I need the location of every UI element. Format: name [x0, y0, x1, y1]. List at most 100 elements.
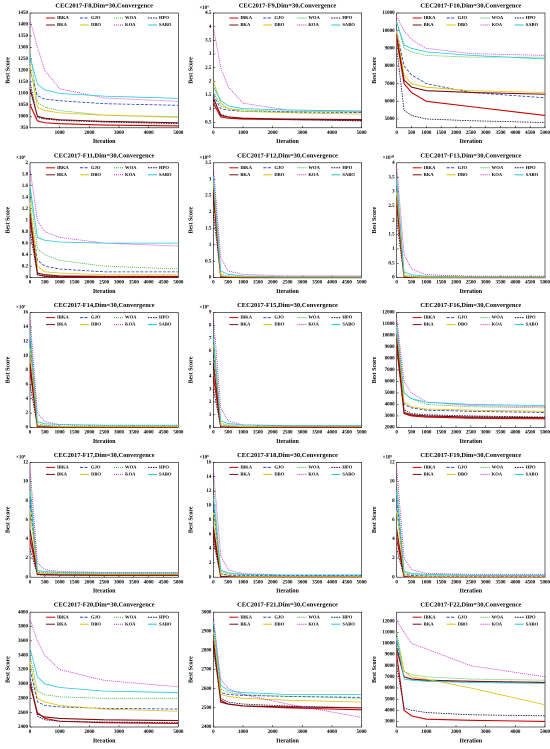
- plot-area: [29, 611, 179, 728]
- x-tick-label: 1000: [238, 281, 249, 286]
- y-tick-label: 3400: [18, 653, 29, 658]
- plot-area: [29, 312, 179, 428]
- legend-label: WOA: [492, 315, 504, 320]
- x-tick-label: 1000: [55, 131, 66, 136]
- plot-area: [213, 12, 362, 129]
- y-axis-label: Best Score: [372, 506, 378, 533]
- x-tick-label: 1000: [421, 281, 432, 286]
- series-line: [212, 94, 362, 113]
- plot-area: [29, 162, 179, 278]
- legend-label: WOA: [308, 15, 320, 20]
- legend-label: KOA: [492, 322, 503, 327]
- legend-label: DBO: [274, 22, 284, 27]
- y-multiplier: ×10⁴: [16, 155, 26, 161]
- legend-label: BKA: [240, 322, 251, 327]
- x-tick-label: 3000: [114, 730, 125, 735]
- x-tick-label: 3500: [312, 281, 323, 286]
- x-tick-label: 4500: [342, 281, 353, 286]
- x-tick-label: 1500: [253, 281, 264, 286]
- legend-label: KOA: [125, 172, 136, 177]
- x-tick-label: 2000: [451, 431, 462, 436]
- x-tick-label: 4500: [159, 580, 170, 585]
- legend-label: HPO: [342, 15, 352, 20]
- series-line: [212, 26, 362, 112]
- y-tick-label: 8: [392, 499, 395, 504]
- x-tick-label: 1500: [436, 131, 447, 136]
- x-tick-label: 2500: [99, 580, 110, 585]
- y-tick-label: 3200: [18, 668, 29, 673]
- series-line: [29, 683, 179, 722]
- series-line: [396, 318, 546, 408]
- x-tick-label: 0: [395, 131, 398, 136]
- y-tick-label: 1.5: [205, 93, 212, 98]
- series-line: [396, 324, 546, 409]
- x-tick-label: 5000: [357, 131, 368, 136]
- x-tick-label: 5000: [357, 431, 368, 436]
- plot-area: [29, 12, 179, 129]
- y-tick-label: 5: [209, 362, 212, 367]
- y-axis-label: Best Score: [372, 356, 378, 383]
- x-tick-label: 2000: [268, 580, 279, 585]
- y-tick-label: 12: [23, 339, 29, 344]
- legend-label: WOA: [125, 614, 137, 619]
- y-tick-label: 10: [23, 354, 29, 359]
- y-tick-label: 2900: [201, 629, 212, 634]
- y-tick-label: 6: [26, 518, 29, 523]
- y-tick-label: 1.5: [388, 233, 395, 238]
- x-tick-label: 500: [41, 281, 49, 286]
- x-tick-label: 4000: [510, 281, 521, 286]
- x-tick-label: 500: [41, 580, 49, 585]
- legend-label: IBKA: [424, 15, 436, 20]
- y-tick-label: 2400: [18, 725, 29, 730]
- series-line: [212, 505, 362, 577]
- legend-label: BKA: [424, 172, 435, 177]
- y-tick-label: 1150: [18, 80, 28, 85]
- x-tick-label: 1000: [55, 730, 66, 735]
- x-tick-label: 0: [212, 431, 215, 436]
- x-tick-label: 4000: [510, 131, 521, 136]
- y-tick-label: 8000: [385, 64, 396, 69]
- legend-label: WOA: [308, 614, 320, 619]
- series-line: [29, 56, 179, 99]
- series-line: [29, 348, 179, 428]
- y-tick-label: 7000: [385, 82, 396, 87]
- y-tick-label: 6: [209, 349, 212, 354]
- x-tick-label: 2500: [466, 281, 477, 286]
- series-line: [29, 334, 179, 426]
- x-tick-label: 3500: [129, 580, 140, 585]
- series-line: [396, 39, 546, 116]
- y-tick-label: 2.5: [205, 66, 212, 71]
- legend-label: DBO: [458, 471, 468, 476]
- legend-label: IBKA: [240, 464, 252, 469]
- x-axis-label: Iteration: [459, 139, 482, 145]
- legend-label: SABO: [342, 172, 355, 177]
- y-tick-label: 14: [23, 325, 29, 330]
- y-tick-label: 10000: [382, 642, 395, 647]
- x-tick-label: 3000: [297, 281, 308, 286]
- x-tick-label: 0: [395, 281, 398, 286]
- x-tick-label: 500: [224, 431, 232, 436]
- series-line: [396, 329, 546, 412]
- y-tick-label: 9000: [385, 46, 396, 51]
- x-tick-label: 4500: [525, 131, 536, 136]
- y-tick-label: 5000: [385, 391, 396, 396]
- legend-label: KOA: [492, 471, 503, 476]
- y-tick-label: 3: [209, 387, 212, 392]
- y-tick-label: 0.2: [22, 264, 29, 269]
- series-line: [212, 615, 362, 718]
- series-line: [396, 30, 546, 93]
- x-tick-label: 3000: [297, 580, 308, 585]
- legend-label: GJO: [458, 315, 468, 320]
- x-tick-label: 4500: [525, 580, 536, 585]
- x-tick-label: 5000: [173, 431, 184, 436]
- x-tick-label: 2500: [466, 431, 477, 436]
- x-tick-label: 3000: [481, 281, 492, 286]
- legend-label: WOA: [308, 464, 320, 469]
- y-tick-label: 10000: [382, 29, 395, 34]
- y-tick-label: 4: [26, 397, 29, 402]
- legend-label: HPO: [342, 165, 352, 170]
- x-tick-label: 4000: [327, 431, 338, 436]
- legend-label: HPO: [342, 464, 352, 469]
- x-axis-label: Iteration: [459, 738, 482, 744]
- legend-label: SABO: [526, 22, 539, 27]
